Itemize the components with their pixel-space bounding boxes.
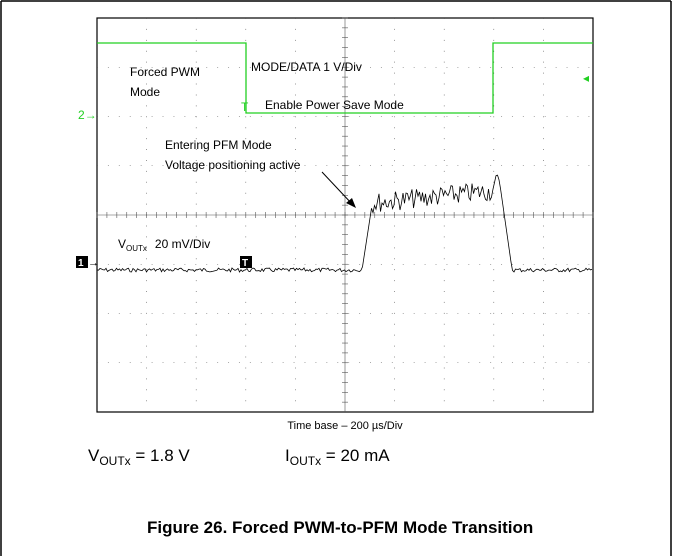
channel2-level-marker: ◂ [583,71,589,85]
channel1-arrow: → [88,257,99,269]
pfm-label: Entering PFM Mode [165,138,272,152]
mode-trace [97,42,593,114]
mode-label: Mode [130,85,160,99]
vout-sub: OUTx [126,244,147,253]
pointer-arrow [321,171,354,206]
pfm-label: Voltage positioning active [165,158,301,172]
mode-label: Forced PWM [130,65,200,79]
channel2-label: MODE/DATA 1 V/Div [251,60,362,74]
cond-symbol: I [285,446,290,465]
time-base-label: Time base – 200 µs/Div [287,420,403,432]
channel2-number: 2 [78,108,85,122]
cond-rest: = 1.8 V [131,446,191,465]
channel1-box [76,256,88,268]
arrow-head [346,198,356,208]
vout-scale: 20 mV/Div [155,237,210,251]
cond-sub: OUTx [99,454,130,468]
channel1-marker: 1 [78,258,84,269]
trigger-marker: T [242,258,248,269]
vout-symbol: V [118,237,126,251]
condition: IOUTx = 20 mA [285,446,390,468]
trigger-box [240,256,252,268]
caption: Figure 26. Forced PWM-to-PFM Mode Transi… [147,518,533,537]
channel2-marker: 2→ [78,108,97,122]
cond-symbol: V [88,446,100,465]
cond-rest: = 20 mA [321,446,390,465]
scope-grid [96,17,594,412]
vout-trace [96,174,593,273]
scope-screen [96,17,594,413]
condition: VOUTx = 1.8 V [88,446,190,468]
cond-sub: OUTx [290,454,321,468]
vout-label: VOUTx 20 mV/Div [118,237,210,253]
trigger-level-marker: T [241,100,249,114]
enable-label: Enable Power Save Mode [265,98,404,112]
